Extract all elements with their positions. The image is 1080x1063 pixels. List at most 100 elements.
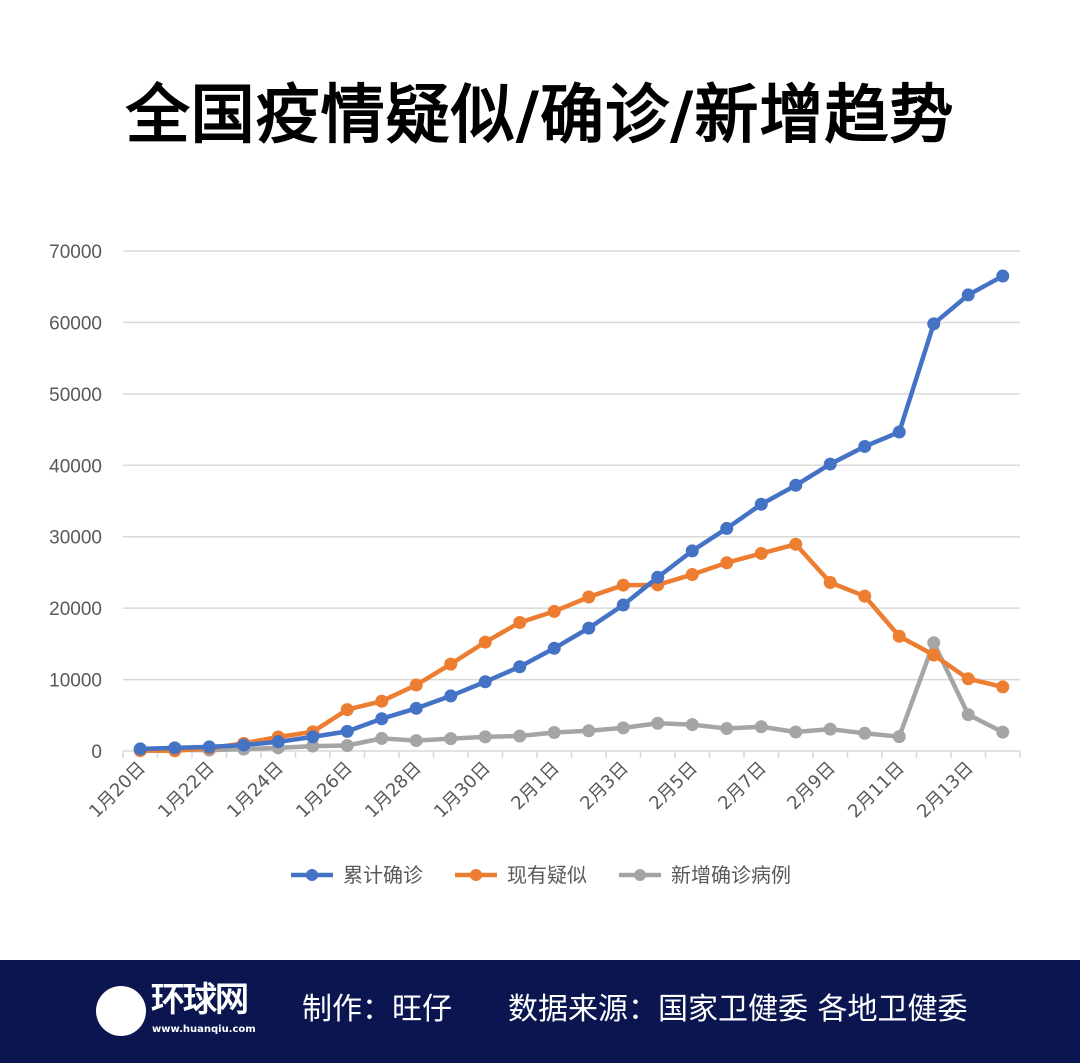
y-tick-label: 40000 xyxy=(49,456,102,477)
data-point xyxy=(375,694,389,708)
legend-marker-icon xyxy=(619,869,661,881)
x-tick-label: 2月5日 xyxy=(645,758,702,815)
data-point xyxy=(478,730,492,744)
data-point xyxy=(892,629,906,643)
x-tick-label: 2月11日 xyxy=(844,758,909,823)
y-tick-label: 10000 xyxy=(49,671,102,692)
data-point xyxy=(789,725,803,739)
legend-item: 现有疑似 xyxy=(453,862,587,888)
data-point xyxy=(271,735,285,749)
legend: 累计确诊 现有疑似 新增确诊病例 xyxy=(0,862,1080,888)
data-point xyxy=(996,269,1010,283)
line-chart: 0 10000 20000 30000 40000 50000 60000 70000 1月2… xyxy=(49,242,1021,823)
legend-label: 新增确诊病例 xyxy=(671,863,791,887)
logo-url: www.huanqiu.com xyxy=(152,1024,256,1035)
x-tick-label: 1月22日 xyxy=(154,758,219,823)
data-point xyxy=(754,546,768,560)
data-point xyxy=(996,725,1010,739)
data-point xyxy=(409,678,423,692)
x-tick-label: 2月9日 xyxy=(783,758,840,815)
footer-bar: 环球网 www.huanqiu.com 制作：旺仔 数据来源：国家卫健委 各地卫… xyxy=(0,960,1080,1063)
x-tick-label: 2月7日 xyxy=(714,758,771,815)
series-1 xyxy=(133,537,1010,758)
data-point xyxy=(720,556,734,570)
data-point xyxy=(996,680,1010,694)
data-point xyxy=(720,722,734,736)
legend-marker-icon xyxy=(291,869,333,881)
data-point xyxy=(133,742,147,756)
y-tick-label: 60000 xyxy=(49,313,102,334)
series-0 xyxy=(133,269,1010,756)
data-point xyxy=(513,660,527,674)
data-point xyxy=(444,689,458,703)
legend-marker-icon xyxy=(455,869,497,881)
data-point xyxy=(582,590,596,604)
data-point xyxy=(961,708,975,722)
data-point xyxy=(375,731,389,745)
data-point xyxy=(858,439,872,453)
data-point xyxy=(582,724,596,738)
data-point xyxy=(375,712,389,726)
credit-text: 制作：旺仔 xyxy=(302,992,452,1027)
data-point xyxy=(927,636,941,650)
data-point xyxy=(513,616,527,630)
y-tick-label: 30000 xyxy=(49,528,102,549)
data-point xyxy=(340,739,354,753)
data-point xyxy=(306,730,320,744)
data-point xyxy=(823,576,837,590)
data-point xyxy=(961,288,975,302)
y-tick-label: 50000 xyxy=(49,385,102,406)
data-point xyxy=(754,720,768,734)
data-point xyxy=(547,604,561,618)
x-tick-label: 2月1日 xyxy=(507,758,564,815)
logo-emblem-icon xyxy=(96,986,146,1036)
data-point xyxy=(478,675,492,689)
data-point xyxy=(340,724,354,738)
data-point xyxy=(651,570,665,584)
data-point xyxy=(685,544,699,558)
logo-text: 环球网 xyxy=(151,980,249,1020)
data-point xyxy=(823,457,837,471)
data-point xyxy=(961,672,975,686)
data-point xyxy=(720,521,734,535)
data-point xyxy=(513,729,527,743)
data-point xyxy=(168,741,182,755)
legend-label: 累计确诊 xyxy=(343,863,423,887)
series-line xyxy=(140,542,1004,753)
x-tick-label: 2月3日 xyxy=(576,758,633,815)
data-point xyxy=(409,734,423,748)
data-point xyxy=(892,730,906,744)
x-tick-label: 1月20日 xyxy=(85,758,150,823)
legend-label: 现有疑似 xyxy=(507,863,587,887)
data-point xyxy=(858,726,872,740)
y-tick-label: 20000 xyxy=(49,599,102,620)
data-point xyxy=(651,716,665,730)
data-point xyxy=(306,739,320,753)
data-point xyxy=(444,657,458,671)
data-point xyxy=(823,722,837,736)
data-point xyxy=(616,578,630,592)
data-point xyxy=(547,641,561,655)
data-point xyxy=(789,537,803,551)
data-point xyxy=(237,738,251,752)
y-tick-label: 0 xyxy=(91,742,102,763)
data-point xyxy=(685,718,699,732)
data-point xyxy=(892,425,906,439)
data-point xyxy=(547,726,561,739)
data-point xyxy=(754,497,768,511)
data-point xyxy=(444,732,458,746)
data-point xyxy=(409,701,423,715)
data-point xyxy=(685,568,699,582)
data-point xyxy=(927,317,941,331)
x-tick-label: 2月13日 xyxy=(913,758,978,823)
chart-title: 全国疫情疑似/确诊/新增趋势 xyxy=(125,78,955,153)
data-point xyxy=(927,648,941,662)
data-point xyxy=(340,703,354,717)
huanqiu-logo: 环球网 www.huanqiu.com xyxy=(96,982,256,1042)
x-tick-label: 1月26日 xyxy=(292,758,357,823)
legend-item: 新增确诊病例 xyxy=(617,862,791,888)
data-point xyxy=(202,740,216,754)
legend-item: 累计确诊 xyxy=(289,862,423,888)
data-point xyxy=(616,598,630,612)
x-tick-label: 1月24日 xyxy=(223,758,288,823)
